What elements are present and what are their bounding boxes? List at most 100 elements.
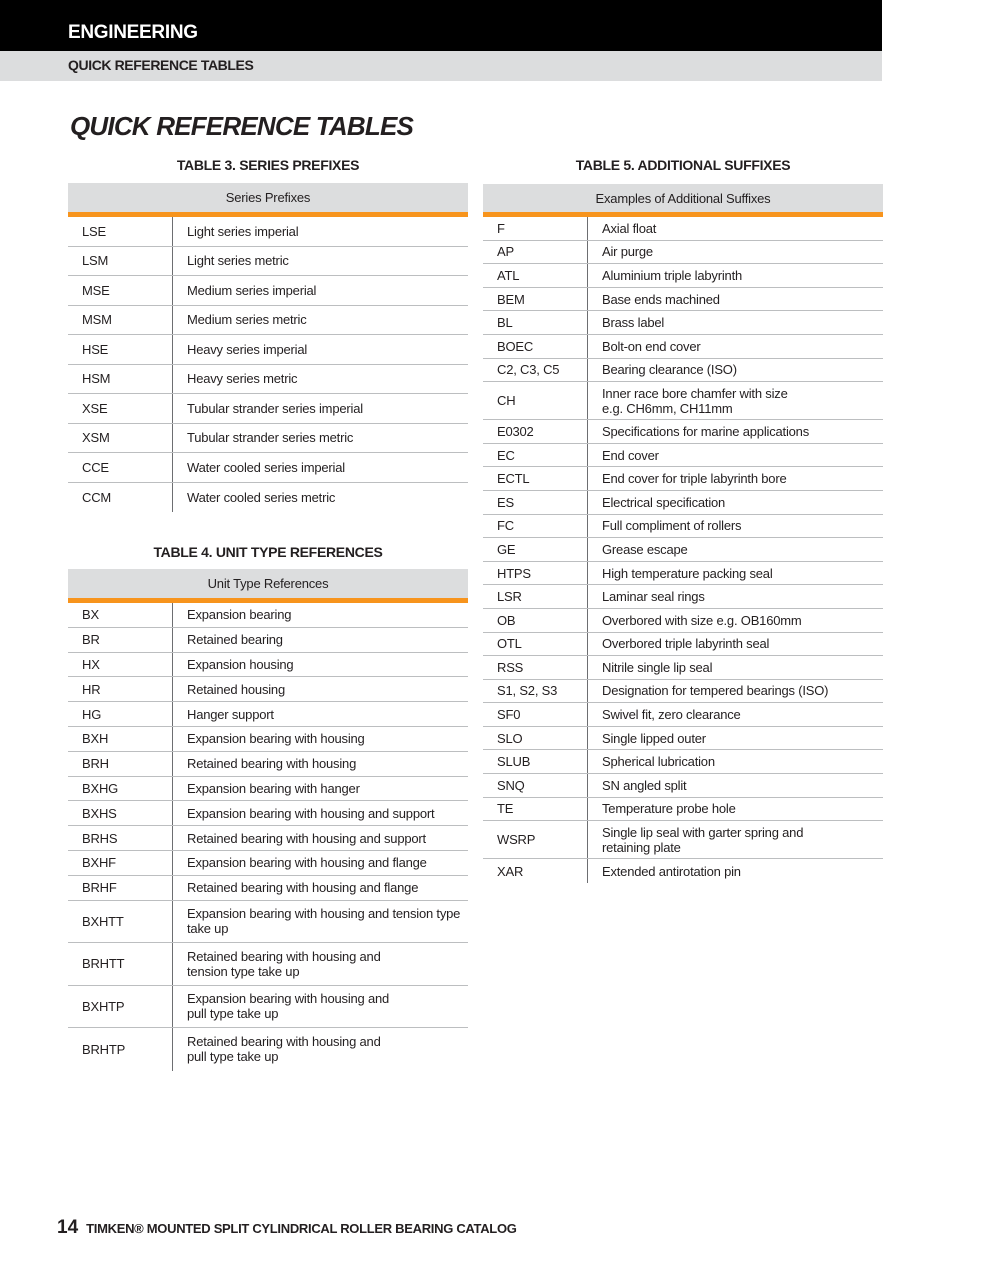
- code-cell: SLUB: [483, 750, 588, 774]
- code-cell: BXHF: [68, 850, 173, 875]
- code-cell: WSRP: [483, 821, 588, 859]
- description-cell: Hanger support: [187, 706, 274, 722]
- code-cell: BRHS: [68, 826, 173, 850]
- code-cell: F: [483, 217, 588, 240]
- code-cell: BRHTT: [68, 943, 173, 985]
- description-cell: Medium series metric: [187, 312, 307, 328]
- description-cell: Temperature probe hole: [602, 801, 736, 817]
- code-cell: ECTL: [483, 467, 588, 490]
- code-cell: HSM: [68, 364, 173, 393]
- table-row: BXHTT Expansion bearing with housing and …: [68, 900, 468, 944]
- table-row: BXHF Expansion bearing with housing and f…: [68, 850, 468, 876]
- code-cell: AP: [483, 240, 588, 264]
- table-row: SLO Single lipped outer: [483, 726, 883, 751]
- code-cell: HX: [68, 652, 173, 677]
- table-row: HR Retained housing: [68, 677, 468, 703]
- table-row: LSE Light series imperial: [68, 217, 468, 247]
- description-cell: High temperature packing seal: [602, 565, 773, 581]
- code-cell: FC: [483, 514, 588, 538]
- table-row: BRH Retained bearing with housing: [68, 751, 468, 777]
- description-cell: Medium series imperial: [187, 282, 317, 298]
- description-cell: Expansion bearing with housing and flang…: [187, 855, 427, 871]
- description-cell: Heavy series imperial: [187, 341, 308, 357]
- page-footer: 14 TIMKEN® MOUNTED SPLIT CYLINDRICAL ROL…: [57, 1217, 517, 1239]
- description-cell: Expansion bearing with housing and tensi…: [187, 906, 461, 937]
- table-row: BXH Expansion bearing with housing: [68, 726, 468, 752]
- description-cell: Tubular strander series imperial: [187, 400, 363, 416]
- code-cell: MSE: [68, 276, 173, 305]
- code-cell: HG: [68, 702, 173, 726]
- table-row: BL Brass label: [483, 311, 883, 335]
- code-cell: LSM: [68, 246, 173, 275]
- table-row: XSE Tubular strander series imperial: [68, 394, 468, 424]
- code-cell: BEM: [483, 287, 588, 311]
- code-cell: SNQ: [483, 774, 588, 797]
- table-row: BRHF Retained bearing with housing and fl…: [68, 875, 468, 901]
- code-cell: C2, C3, C5: [483, 358, 588, 382]
- description-cell: Full compliment of rollers: [602, 518, 742, 534]
- description-cell: Extended antirotation pin: [602, 863, 741, 879]
- table-header: Series Prefixes: [68, 183, 468, 217]
- table-row: BXHS Expansion bearing with housing and s…: [68, 801, 468, 827]
- code-cell: E0302: [483, 420, 588, 443]
- code-cell: HSE: [68, 335, 173, 364]
- description-cell: Expansion housing: [187, 656, 294, 672]
- table-row: HG Hanger support: [68, 702, 468, 727]
- description-cell: SN angled split: [602, 777, 687, 793]
- description-cell: Swivel fit, zero clearance: [602, 707, 741, 723]
- code-cell: BRH: [68, 751, 173, 776]
- table-row: MSM Medium series metric: [68, 305, 468, 335]
- code-cell: BR: [68, 627, 173, 652]
- table-row: SLUB Spherical lubrication: [483, 750, 883, 775]
- code-cell: CH: [483, 382, 588, 420]
- code-cell: ES: [483, 490, 588, 514]
- description-cell: End cover: [602, 447, 659, 463]
- code-cell: OTL: [483, 632, 588, 656]
- description-cell: Overbored with size e.g. OB160mm: [602, 612, 802, 628]
- table-row: ES Electrical specification: [483, 490, 883, 515]
- table-header: Examples of Additional Suffixes: [483, 184, 883, 217]
- description-cell: Retained housing: [187, 681, 285, 697]
- code-cell: CCE: [68, 453, 173, 482]
- table-row: AP Air purge: [483, 240, 883, 265]
- table-row: BR Retained bearing: [68, 627, 468, 653]
- description-cell: Tubular strander series metric: [187, 430, 354, 446]
- code-cell: GE: [483, 538, 588, 561]
- table-row: LSR Laminar seal rings: [483, 585, 883, 609]
- table-row: LSM Light series metric: [68, 246, 468, 276]
- description-cell: Light series metric: [187, 253, 289, 269]
- table-row: HTPS High temperature packing seal: [483, 561, 883, 586]
- table-row: ATL Aluminium triple labyrinth: [483, 264, 883, 288]
- description-cell: Laminar seal rings: [602, 589, 705, 605]
- subsection-bar: QUICK REFERENCE TABLES: [0, 51, 882, 81]
- table-row: CCM Water cooled series metric: [68, 482, 468, 512]
- description-cell: Retained bearing: [187, 632, 283, 648]
- code-cell: BL: [483, 311, 588, 334]
- description-cell: Overbored triple labyrinth seal: [602, 636, 770, 652]
- table-row: E0302 Specifications for marine applicati…: [483, 420, 883, 444]
- description-cell: Retained bearing with housing and flange: [187, 880, 419, 896]
- description-cell: Bearing clearance (ISO): [602, 362, 737, 378]
- code-cell: LSR: [483, 585, 588, 608]
- description-cell: Designation for tempered bearings (ISO): [602, 683, 829, 699]
- code-cell: EC: [483, 443, 588, 467]
- table-row: SNQ SN angled split: [483, 774, 883, 798]
- description-cell: Brass label: [602, 315, 665, 331]
- code-cell: XSM: [68, 423, 173, 452]
- table-row: HSM Heavy series metric: [68, 364, 468, 394]
- table-row: HSE Heavy series imperial: [68, 335, 468, 365]
- description-cell: End cover for triple labyrinth bore: [602, 471, 787, 487]
- description-cell: Retained bearing with housing and pull t…: [187, 1034, 381, 1065]
- code-cell: BX: [68, 603, 173, 627]
- code-cell: BRHF: [68, 875, 173, 900]
- table-row: FC Full compliment of rollers: [483, 514, 883, 539]
- table-row: BRHTP Retained bearing with housing and p…: [68, 1028, 468, 1071]
- description-cell: Aluminium triple labyrinth: [602, 267, 743, 283]
- description-cell: Bolt-on end cover: [602, 338, 701, 354]
- description-cell: Expansion bearing with housing and suppo…: [187, 805, 435, 821]
- unit-type-references-table: Unit Type References BX Expansion bearing B…: [68, 569, 468, 1071]
- table5-caption: TABLE 5. ADDITIONAL SUFFIXES: [575, 157, 791, 173]
- code-cell: LSE: [68, 217, 173, 246]
- code-cell: TE: [483, 797, 588, 821]
- table-row: WSRP Single lip seal with garter spring a…: [483, 821, 883, 860]
